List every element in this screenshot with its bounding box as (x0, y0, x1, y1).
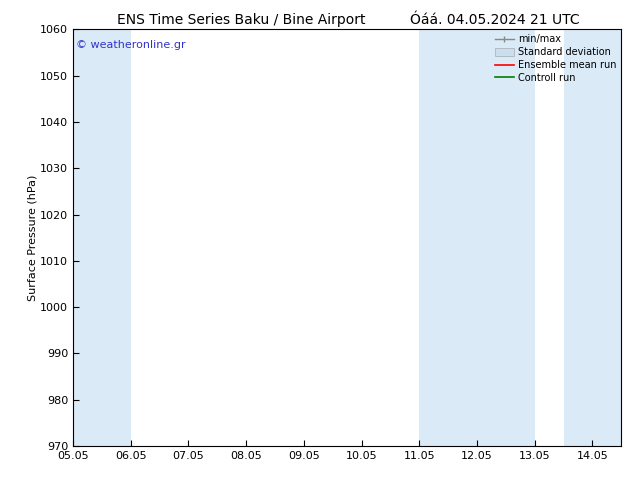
Bar (564, 29, 621, 446)
Y-axis label: Surface Pressure (hPa): Surface Pressure (hPa) (27, 174, 37, 301)
Text: © weatheronline.gr: © weatheronline.gr (75, 40, 185, 50)
Bar (73, 29, 131, 446)
Text: ENS Time Series Baku / Bine Airport: ENS Time Series Baku / Bine Airport (117, 13, 365, 27)
Bar (419, 29, 534, 446)
Text: Óáá. 04.05.2024 21 UTC: Óáá. 04.05.2024 21 UTC (410, 13, 579, 27)
Legend: min/max, Standard deviation, Ensemble mean run, Controll run: min/max, Standard deviation, Ensemble me… (492, 31, 619, 86)
